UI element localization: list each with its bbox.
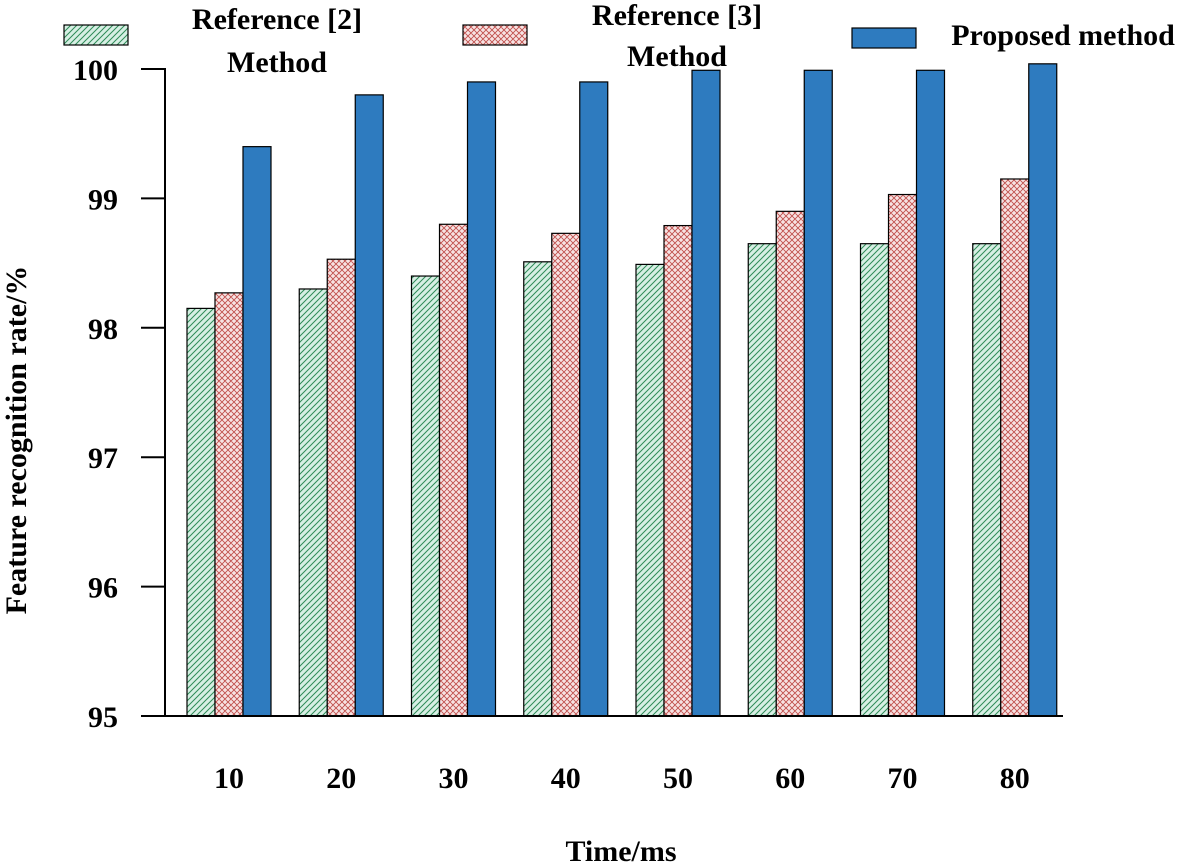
bar-s1-30 (410, 275, 441, 717)
legend-swatch-2 (462, 24, 528, 46)
bar-s1-50 (635, 263, 665, 717)
bar-s3-80 (1028, 63, 1058, 717)
x-tick-label-20: 20 (326, 762, 356, 795)
bar-s1-40 (523, 261, 553, 717)
bars (186, 63, 1058, 717)
bar-s3-40 (579, 81, 609, 717)
legend-swatch-1 (63, 24, 129, 46)
x-tick-label-10: 10 (214, 762, 244, 795)
x-tick-label-30: 30 (439, 762, 469, 795)
y-tick-label-97: 97 (88, 442, 118, 475)
y-tick-label-95: 95 (88, 701, 118, 734)
bar-s1-20 (298, 288, 328, 717)
bar-s3-30 (466, 81, 497, 717)
bar-s2-70 (887, 193, 918, 717)
x-tick-label-40: 40 (551, 762, 581, 795)
y-tick-label-96: 96 (88, 572, 118, 605)
legend-label-2-line-2: Method (627, 40, 727, 73)
bar-s2-20 (326, 258, 356, 717)
x-tick-label-60: 60 (775, 762, 805, 795)
y-tick-label-99: 99 (88, 183, 118, 216)
bar-s1-80 (972, 243, 1002, 717)
x-axis-title: Time/ms (565, 835, 676, 864)
bar-s3-10 (242, 146, 272, 717)
bar-s2-40 (551, 232, 581, 717)
legend-label-1-line-1: Reference [2] (192, 3, 362, 36)
y-tick-label-98: 98 (88, 313, 118, 346)
bar-s3-50 (691, 69, 721, 717)
axes: 95 96 97 98 99 100 10 20 30 40 50 60 70 80 (73, 54, 1063, 795)
bar-s2-50 (663, 224, 693, 717)
legend-swatch-3 (851, 27, 917, 49)
bar-s2-80 (1000, 178, 1030, 717)
legend: Reference [2] Method Reference [3] Method Pr… (63, 0, 1175, 79)
y-axis-title: Feature recognition rate/% (0, 266, 33, 615)
x-tick-label-70: 70 (888, 762, 918, 795)
bar-s2-30 (438, 223, 469, 717)
legend-label-2-line-1: Reference [3] (592, 0, 762, 32)
bar-s2-60 (775, 210, 805, 717)
legend-label-1-line-2: Method (227, 46, 327, 79)
bar-s2-10 (214, 292, 244, 717)
bar-s1-70 (859, 243, 890, 717)
bar-s1-10 (186, 307, 216, 717)
x-tick-label-80: 80 (1000, 762, 1030, 795)
x-tick-label-50: 50 (663, 762, 693, 795)
bar-s3-60 (803, 69, 833, 717)
y-tick-label-100: 100 (73, 54, 118, 87)
legend-label-3-line-1: Proposed method (951, 19, 1175, 52)
bar-s3-20 (354, 94, 384, 717)
bar-s1-60 (747, 243, 777, 717)
bar-s3-70 (915, 69, 946, 717)
